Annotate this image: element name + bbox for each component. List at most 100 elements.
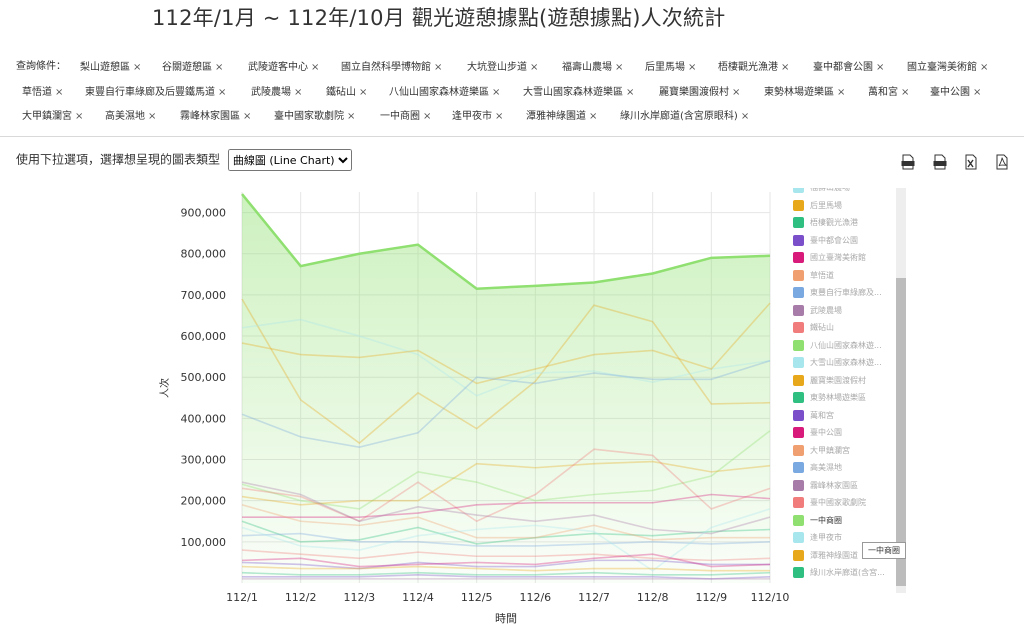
filter-chip-label: 綠川水岸廊道(含宮原眼科) [620, 111, 738, 122]
filter-chip: 一中商圈 × [380, 107, 431, 122]
legend-item[interactable]: 后里馬場 [793, 199, 893, 217]
chart-type-select[interactable]: 曲線圖 (Line Chart) [227, 149, 352, 171]
remove-filter-icon[interactable]: × [615, 62, 624, 73]
legend-item[interactable]: 一中商圈 [793, 514, 893, 532]
remove-filter-icon[interactable]: × [423, 111, 432, 122]
legend-label: 萬和宮 [810, 410, 834, 420]
x-tick-label: 112/4 [402, 591, 434, 604]
legend-item[interactable]: 東勢林場遊樂區 [793, 392, 893, 409]
chart-type-label: 使用下拉選項，選擇想呈現的圖表類型 [16, 152, 221, 167]
filter-chip: 草悟道 × [22, 83, 63, 98]
filter-chip: 大甲鎮瀾宮 × [22, 107, 83, 122]
remove-filter-icon[interactable]: × [347, 111, 356, 122]
filter-chip: 東豐自行車綠廊及后豐鐵馬道 × [85, 83, 226, 98]
remove-filter-icon[interactable]: × [434, 62, 443, 73]
filter-chip-label: 東勢林場遊樂區 [764, 87, 834, 98]
legend-swatch [793, 374, 804, 386]
filter-chip-label: 高美濕地 [105, 111, 145, 122]
legend-swatch [793, 444, 804, 456]
remove-filter-icon[interactable]: × [740, 111, 750, 122]
legend-label: 綠川水岸廊道(含宮... [810, 568, 885, 577]
series-line [241, 504, 770, 541]
filter-chip: 梧棲觀光漁港 × [718, 58, 789, 73]
series-line [241, 359, 771, 448]
filter-chip: 大坑登山步道 × [467, 58, 538, 73]
legend-item[interactable]: 梧棲觀光漁港 [793, 217, 893, 234]
legend-item[interactable]: 臺中都會公園 [793, 234, 893, 252]
filter-chip: 大雪山國家森林遊樂區 × [523, 83, 634, 98]
download-svg-icon[interactable] [901, 154, 915, 170]
filter-chip-label: 麗寶樂園渡假村 [659, 87, 729, 98]
y-tick-label: 300,000 [181, 454, 227, 467]
legend-item[interactable]: 八仙山國家森林遊... [793, 339, 893, 357]
remove-filter-icon[interactable]: × [133, 62, 142, 73]
download-xls-icon[interactable] [964, 154, 978, 170]
remove-filter-icon[interactable]: × [294, 87, 303, 98]
filter-chip-label: 大坑登山步道 [467, 62, 527, 73]
legend-swatch [793, 479, 804, 491]
legend-item[interactable]: 草悟道 [793, 269, 893, 287]
legend-item[interactable]: 臺中國家歌劇院 [793, 497, 893, 514]
remove-filter-icon[interactable]: × [215, 62, 224, 73]
legend-item[interactable]: 萬和宮 [793, 409, 893, 427]
filter-chip-label: 大甲鎮瀾宮 [22, 111, 72, 122]
remove-filter-icon[interactable]: × [980, 62, 989, 73]
legend-item[interactable]: 臺中公園 [793, 427, 893, 444]
x-tick-label: 112/2 [285, 591, 317, 604]
remove-filter-icon[interactable]: × [589, 111, 598, 122]
legend-item[interactable]: 大甲鎮瀾宮 [793, 444, 893, 462]
x-tick-label: 112/5 [461, 591, 493, 604]
legend-label: 大甲鎮瀾宮 [810, 445, 850, 455]
remove-filter-icon[interactable]: × [75, 111, 84, 122]
remove-filter-icon[interactable]: × [495, 111, 504, 122]
download-csv-icon[interactable] [933, 154, 947, 170]
legend-item[interactable]: 逢甲夜市 [793, 532, 893, 549]
legend-item[interactable]: 麗寶樂園渡假村 [793, 374, 893, 392]
remove-filter-icon[interactable]: × [55, 87, 64, 98]
remove-filter-icon[interactable]: × [901, 87, 910, 98]
filter-chip-label: 一中商圈 [380, 111, 420, 122]
remove-filter-icon[interactable]: × [218, 87, 227, 98]
remove-filter-icon[interactable]: × [876, 62, 885, 73]
remove-filter-icon[interactable]: × [837, 87, 846, 98]
legend-item[interactable]: 大雪山國家森林遊... [793, 357, 893, 374]
highlight-series-line [241, 193, 771, 290]
legend-swatch [793, 252, 804, 263]
series-line [241, 553, 771, 568]
filter-chip-label: 東豐自行車綠廊及后豐鐵馬道 [85, 87, 215, 98]
remove-filter-icon[interactable]: × [732, 87, 741, 98]
remove-filter-icon[interactable]: × [359, 87, 368, 98]
remove-filter-icon[interactable]: × [492, 87, 501, 98]
legend-scrollbar[interactable] [896, 188, 906, 593]
legend-item[interactable]: 潭雅神綠園道 [793, 549, 893, 567]
filter-chip: 八仙山國家森林遊樂區 × [389, 83, 500, 98]
legend-item[interactable]: 高美濕地 [793, 462, 893, 479]
remove-filter-icon[interactable]: × [530, 62, 539, 73]
legend-item[interactable]: 東豐自行車綠廊及... [793, 287, 893, 304]
legend-item[interactable]: 霧峰林家園區 [793, 479, 893, 497]
series-line [241, 448, 771, 523]
remove-filter-icon[interactable]: × [148, 111, 157, 122]
y-tick-label: 800,000 [181, 248, 227, 261]
filter-chip: 國立自然科學博物館 × [341, 58, 442, 73]
legend-item[interactable]: 國立臺灣美術館 [793, 252, 893, 269]
remove-filter-icon[interactable]: × [626, 87, 635, 98]
legend-item[interactable]: 武陵農場 [793, 304, 893, 322]
legend-scroll-thumb[interactable] [896, 278, 906, 586]
remove-filter-icon[interactable]: × [243, 111, 252, 122]
legend-label: 東勢林場遊樂區 [810, 393, 866, 402]
filter-chip: 鐵砧山 × [326, 83, 367, 98]
remove-filter-icon[interactable]: × [781, 62, 790, 73]
remove-filter-icon[interactable]: × [311, 62, 320, 73]
remove-filter-icon[interactable]: × [973, 87, 982, 98]
filter-chip-label: 梧棲觀光漁港 [718, 62, 778, 73]
legend-label: 潭雅神綠園道 [810, 550, 858, 560]
download-pdf-icon[interactable] [995, 154, 1009, 170]
legend-item[interactable]: 福壽山農場 [793, 188, 893, 199]
legend-item[interactable]: 綠川水岸廊道(含宮... [793, 567, 893, 584]
filter-chip: 綠川水岸廊道(含宮原眼科) × [620, 107, 749, 122]
legend-item[interactable]: 鐵砧山 [793, 322, 893, 339]
page-title: 112年/1月 ~ 112年/10月 觀光遊憩據點(遊憩據點)人次統計 [152, 6, 726, 30]
remove-filter-icon[interactable]: × [688, 62, 697, 73]
legend-swatch [793, 188, 804, 193]
